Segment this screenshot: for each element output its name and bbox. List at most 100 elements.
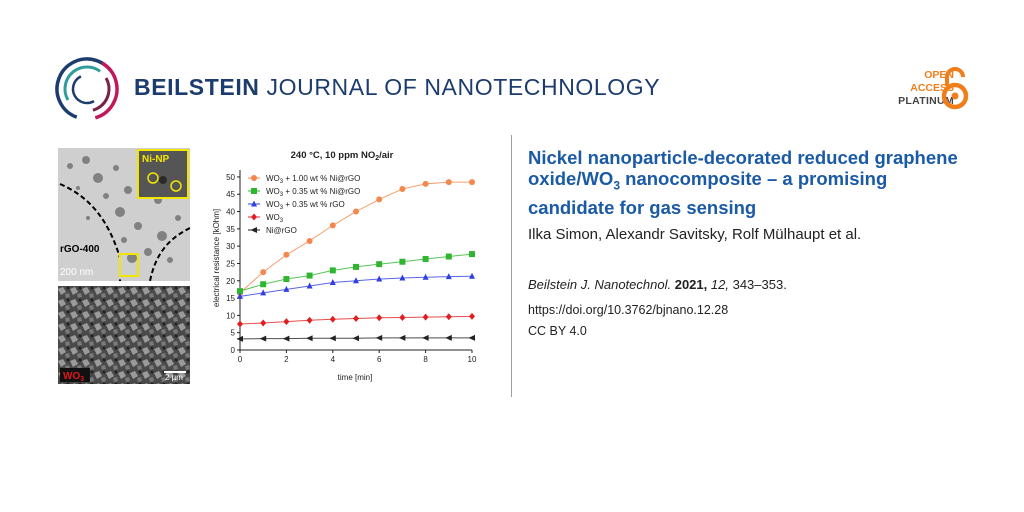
data-point [306,272,313,279]
chart-legend: WO3 + 1.00 wt % Ni@rGO WO3 + 0.35 wt % Ni… [248,174,360,235]
x-tick-label: 0 [238,355,243,364]
data-point [329,279,336,285]
tem-sample-label: rGO-400 [60,244,100,255]
chart-axes: 0 2 4 6 8 10 0 5 10 15 20 25 30 35 40 45 50 [226,170,477,364]
data-point [283,251,290,258]
data-point [469,272,475,279]
data-point [306,335,313,342]
data-point [329,267,336,274]
data-point [353,208,359,215]
data-point [259,335,267,342]
data-point [445,273,452,280]
data-point [376,314,383,322]
chart-title: 240 °C, 10 ppm NO2/air [291,150,394,162]
legend-marker [250,227,257,233]
data-point [399,313,406,321]
journal-name-bold: BEILSTEIN [134,74,260,100]
data-point [329,315,336,323]
data-point [353,315,359,322]
x-axis-label: time [min] [338,373,373,382]
citation-volume: 12, [710,277,729,292]
legend-marker [251,200,257,207]
data-point [445,253,452,260]
article-title: Nickel nanoparticle-decorated reduced gr… [528,147,968,218]
x-tick-label: 4 [331,355,336,364]
license-text: CC BY 4.0 [528,324,587,338]
data-point [282,335,290,342]
legend-label-2: WO3 + 0.35 wt % rGO [266,200,345,211]
data-point [260,289,267,296]
data-point [306,282,313,289]
citation-year: 2021, [674,277,708,292]
vertical-divider [511,135,512,397]
legend-marker [251,213,257,221]
data-point [469,312,475,320]
data-point [422,255,429,262]
tem-scale-label: 200 nm [60,267,93,278]
data-point [353,277,359,284]
data-point [283,285,290,292]
journal-name-rest: JOURNAL OF NANOTECHNOLOGY [266,74,661,100]
article-citation: Beilstein J. Nanotechnol. 2021, 12, 343–… [528,277,787,292]
data-point [329,222,336,229]
legend-label-4: Ni@rGO [266,226,297,235]
y-tick-label: 10 [226,311,235,320]
citation-pages: 343–353. [732,277,787,292]
data-point [352,335,359,342]
data-point [399,186,406,193]
data-point [468,334,475,341]
x-tick-label: 6 [377,355,382,364]
chart-series [236,179,475,342]
legend-marker [251,188,257,194]
legend-label-1: WO3 + 0.35 wt % Ni@rGO [266,187,360,198]
x-tick-label: 10 [468,355,477,364]
inset-label: Ni-NP [142,154,170,165]
platinum-label: PLATINUM [898,95,954,107]
y-tick-label: 5 [231,329,236,338]
y-tick-label: 15 [226,294,235,303]
data-point [422,334,429,341]
y-tick-label: 45 [226,190,235,199]
data-point [422,180,429,187]
data-point [376,275,383,282]
y-tick-label: 40 [226,208,235,217]
data-point [283,318,290,326]
data-point [422,313,429,321]
legend-marker [251,175,257,181]
data-point [237,292,243,299]
doi-link[interactable]: https://doi.org/10.3762/bjnano.12.28 [528,303,729,317]
x-tick-label: 8 [423,355,428,364]
data-point [236,335,243,342]
legend-label-3: WO3 [266,213,284,224]
citation-journal: Beilstein J. Nanotechnol. [528,277,672,292]
data-point [260,319,267,327]
data-point [399,274,406,281]
title-subscript: 3 [613,178,620,193]
data-point [260,281,267,288]
data-point [283,276,290,283]
sem-scale-label: 2 µm [165,373,183,382]
data-point [376,196,383,203]
article-authors: Ilka Simon, Alexandr Savitsky, Rolf Mülh… [528,226,862,243]
resistance-chart: 240 °C, 10 ppm NO2/air 0 2 4 6 8 10 0 5 10 15 20 25… [198,146,486,386]
sem-sample-label: WO3 [63,371,84,383]
y-tick-label: 35 [226,225,235,234]
sem-micrograph: WO3 2 µm [58,286,190,384]
title-part-2: nanocomposite – a promising candidate fo… [528,168,888,218]
data-point [399,258,406,265]
data-point [445,179,452,186]
legend-label-0: WO3 + 1.00 wt % Ni@rGO [266,174,360,185]
y-tick-label: 30 [226,242,235,251]
y-tick-label: 25 [226,259,235,268]
y-tick-label: 50 [226,173,235,182]
data-point [237,320,243,328]
y-tick-label: 20 [226,277,235,286]
beilstein-logo-icon [55,57,119,121]
data-point [260,269,267,276]
title-part-1: Nickel nanoparticle-decorated reduced gr… [528,147,958,189]
data-point [398,334,406,341]
data-point [329,335,336,342]
y-axis-label: electrical resistance [kOhm] [212,209,221,307]
data-point [353,263,359,270]
journal-name: BEILSTEIN JOURNAL OF NANOTECHNOLOGY [134,74,660,101]
